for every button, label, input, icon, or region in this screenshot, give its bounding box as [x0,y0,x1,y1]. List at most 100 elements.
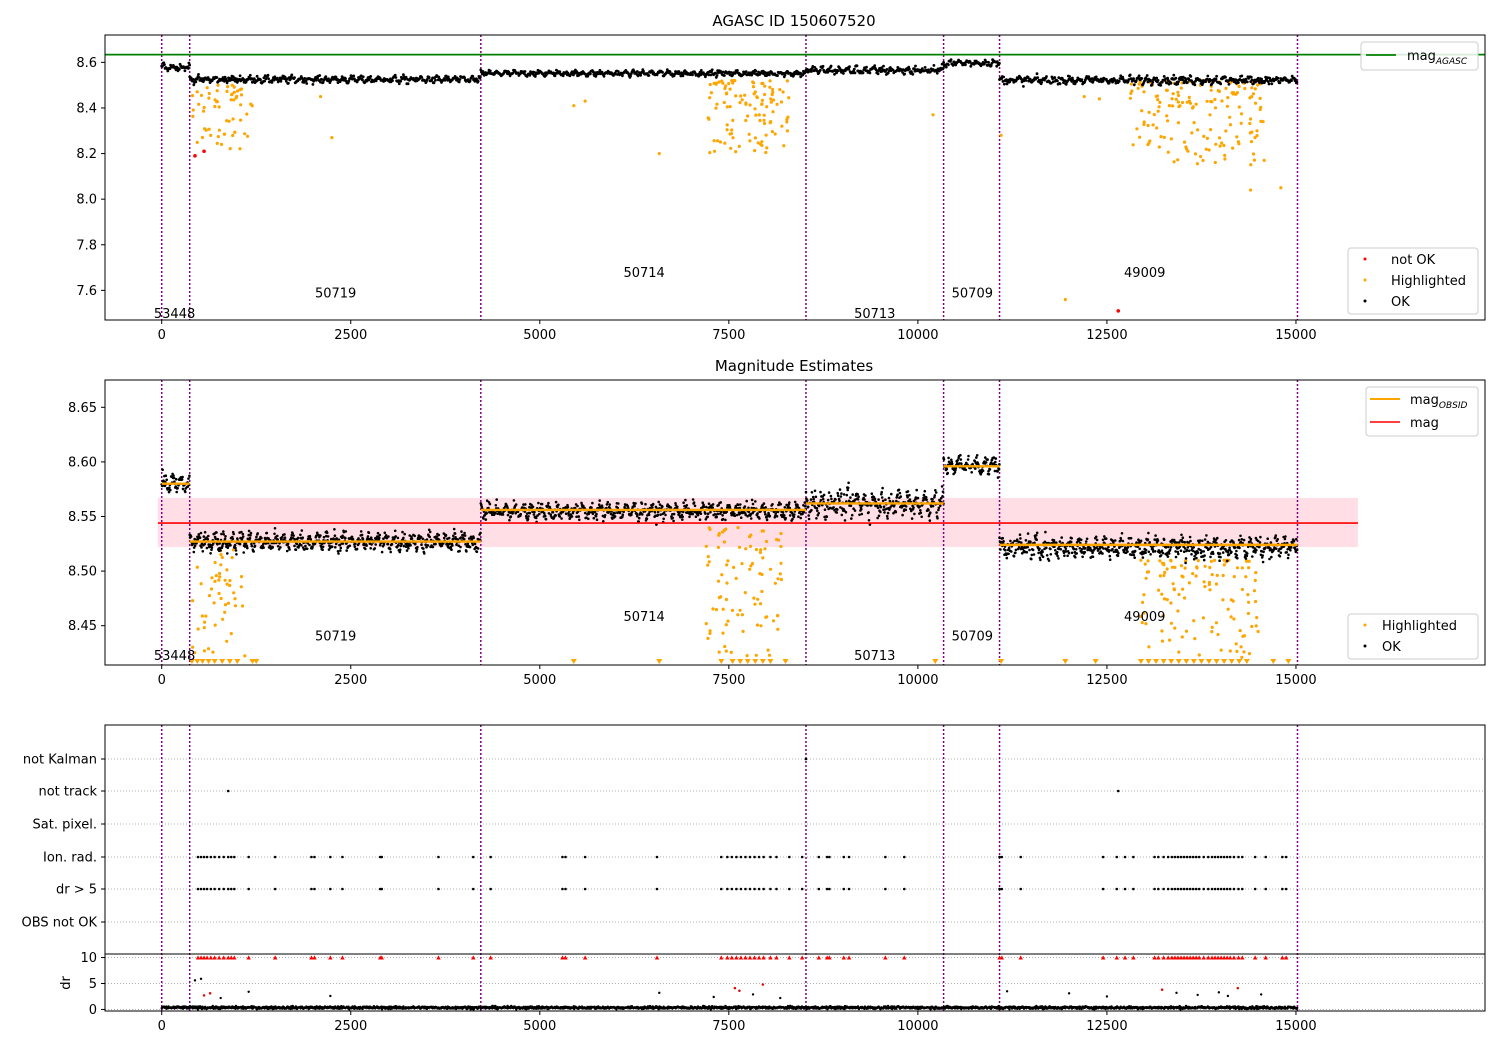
p1-ok-point [324,75,328,79]
p2-ok-point [335,537,339,540]
dr-gt-5-point [437,887,440,891]
p2-highlighted-point [1201,616,1205,620]
p1-highlighted-point [1239,121,1243,125]
p2-ok-point [1202,558,1206,562]
p2-highlighted-point [1142,593,1146,597]
p2-ok-point [1187,541,1190,544]
p2-ok-point [378,533,382,537]
p1-highlighted-point [762,113,766,117]
p1-highlighted-point [1156,98,1160,102]
p1-ok-point [989,64,993,68]
p1-ok-point [1224,75,1227,79]
p2-ok-point [1226,559,1229,563]
p2-ok-point [519,512,522,516]
p2-ok-point [260,536,263,540]
p2-highlighted-point [1235,649,1239,654]
p2-ok-point [1091,551,1094,555]
p2-ok-point [1084,547,1087,550]
p1-ok-point [293,76,296,79]
p2-ok-point [354,542,357,545]
p1-highlighted-point [234,96,238,100]
p2-ok-point [253,544,257,548]
p2-ok-point [939,504,942,508]
p1-highlighted-point [1201,158,1205,163]
p2-ok-point [607,511,610,514]
p2-ok-point [164,474,168,478]
p1-highlighted-point [763,92,767,97]
p2-ok-point [334,546,337,549]
p2-ok-point [934,489,937,492]
p1-highlighted-point [1165,114,1169,118]
p2-ok-point [621,513,625,516]
p2-ok-point [738,506,742,510]
p2-highlighted-point [221,617,225,621]
p1-ok-point [691,73,694,77]
p2-ok-point [293,538,297,541]
p2-ok-point [1224,547,1227,551]
p2-ok-point [206,538,210,541]
p2-highlighted-point [1169,621,1173,625]
p2-ok-point [783,506,787,509]
p2-clipped-marker [1270,659,1277,664]
p1-ok-point [1022,85,1025,88]
p2-ok-point [881,486,884,490]
p2-highlighted-point [704,544,708,548]
p1-highlighted-point [657,151,661,156]
p1-ok-point [1250,78,1254,82]
p2-ok-point [836,508,839,511]
p2-ok-point [495,498,499,501]
p2-ok-point [435,535,439,538]
p1-ok-point [882,64,885,68]
p2-ok-point [547,501,550,505]
p2-ok-point [494,504,498,507]
p2-highlighted-point [775,537,779,542]
p2-highlighted-point [717,650,721,654]
p2-highlighted-point [1139,558,1143,562]
p2-ok-point [764,506,767,509]
p2-ok-point [306,537,310,541]
p2-ok-point [1227,553,1231,556]
p2-ok-point [181,475,184,479]
p1-highlighted-point [1224,86,1228,90]
p2-ok-point [947,456,950,460]
p1-highlighted-point [1218,144,1222,148]
p1-ok-point [764,71,768,75]
p1-ok-point [189,76,193,80]
p1-highlighted-point [760,140,764,144]
p2-ok-point [1184,561,1187,565]
p2-ok-point [593,510,597,514]
p1-ok-point [1294,78,1297,82]
p2-highlighted-point [218,571,222,576]
p1-highlighted-point [245,134,250,138]
p2-ok-point [645,517,649,521]
p2-ok-point [765,518,769,522]
p2-ok-point [300,543,303,547]
p2-ok-point [996,476,1000,479]
p2-highlighted-point [1193,637,1197,641]
p2-ok-point [233,543,237,547]
p2-ok-point [656,513,660,517]
p1-ok-point [1132,77,1135,81]
p2-ok-point [1043,540,1047,544]
p1-ok-point [647,74,651,77]
p2-ok-point [452,537,456,540]
p2-ok-point [235,553,238,556]
p2-ok-point [916,496,920,500]
p2-ok-point [984,456,987,459]
p2-clipped-marker [1092,659,1099,664]
p2-highlighted-point [1238,629,1242,633]
p2-ok-point [1160,549,1164,552]
p2-ok-point [333,534,337,537]
p2-ok-point [756,512,759,515]
p1-ok-point [736,69,739,72]
p2-highlighted-point [1195,565,1199,569]
p2-ok-point [613,515,617,518]
p1-highlighted-point [1258,96,1262,100]
p2-ok-point [788,514,792,517]
p2-ok-point [482,517,485,520]
p1-ok-point [305,82,309,85]
p1-highlighted-point [754,113,758,117]
p2-ok-point [984,461,988,464]
p2-ok-point [838,488,842,491]
p2-ok-point [684,506,688,509]
